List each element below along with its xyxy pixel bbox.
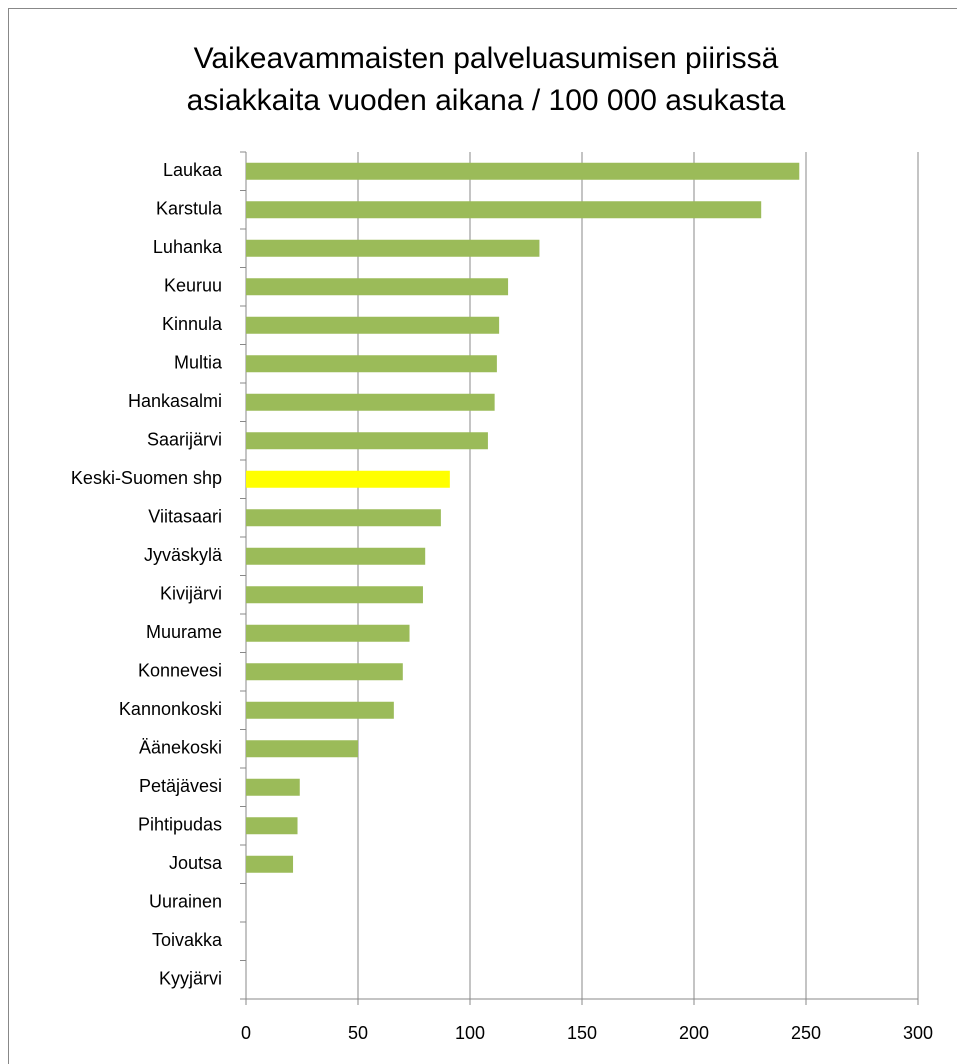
y-tick-label: Karstula [156,199,223,219]
bar [246,817,298,835]
y-tick-label: Multia [174,353,223,373]
bar [246,663,403,681]
y-tick-label: Keski-Suomen shp [71,468,222,488]
x-tick-label: 300 [903,1023,933,1043]
y-tick-label: Kannonkoski [119,699,222,719]
bar [246,239,540,257]
bar [246,470,450,488]
y-tick-label: Pihtipudas [138,815,222,835]
bar [246,162,800,180]
bar [246,432,488,450]
y-tick-label: Saarijärvi [147,430,222,450]
y-tick-label: Keuruu [164,276,222,296]
y-tick-label: Muurame [146,622,222,642]
bar [246,855,294,873]
x-tick-label: 250 [791,1023,821,1043]
bar [246,201,762,219]
y-tick-label: Konnevesi [138,661,222,681]
bar [246,278,509,296]
x-tick-label: 50 [348,1023,368,1043]
bar [246,316,500,334]
bar [246,355,497,373]
y-tick-label: Luhanka [153,237,223,257]
bar [246,624,410,642]
bar [246,393,495,411]
y-tick-label: Petäjävesi [139,776,222,796]
y-tick-label: Kyyjärvi [159,969,222,989]
bar [246,701,394,719]
x-tick-label: 100 [455,1023,485,1043]
y-tick-label: Jyväskylä [144,545,223,565]
bar [246,509,441,527]
bar [246,740,358,758]
bar [246,586,423,604]
y-tick-label: Kivijärvi [160,584,222,604]
x-tick-label: 0 [241,1023,251,1043]
y-tick-label: Toivakka [152,930,223,950]
y-tick-label: Uurainen [149,892,222,912]
y-tick-label: Hankasalmi [128,391,222,411]
y-tick-label: Äänekoski [139,738,222,758]
bar [246,778,300,796]
chart-title: asiakkaita vuoden aikana / 100 000 asuka… [187,84,786,117]
y-tick-label: Joutsa [169,853,223,873]
y-tick-label: Kinnula [162,314,223,334]
chart-frame [8,8,957,1064]
x-tick-label: 200 [679,1023,709,1043]
y-tick-label: Viitasaari [148,507,222,527]
y-tick-label: Laukaa [163,160,223,180]
bar [246,547,426,565]
chart-title: Vaikeavammaisten palveluasumisen piiriss… [194,42,779,75]
x-tick-label: 150 [567,1023,597,1043]
